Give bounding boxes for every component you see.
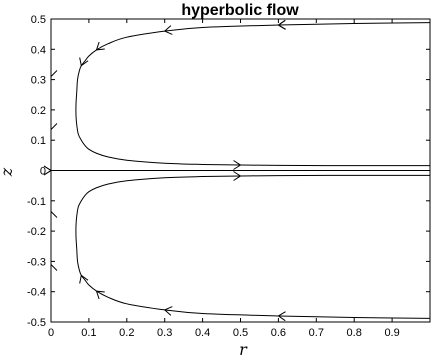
- chart-title: hyperbolic flow: [181, 2, 299, 19]
- x-tick-label: 0.6: [271, 327, 286, 339]
- edge-arrow: [50, 70, 58, 77]
- flow-arrow: [79, 57, 89, 67]
- y-axis-ticks: -0.5 -0.4 -0.3 -0.2 -0.1 0 0.1 0.2 0.3 0.4 0.5: [27, 14, 430, 329]
- y-tick-label: -0.1: [27, 196, 46, 208]
- x-tick-label: 0.4: [195, 327, 210, 339]
- y-tick-label: 0.3: [31, 75, 46, 87]
- y-axis-label: z: [0, 167, 16, 177]
- flow-arrow: [233, 160, 242, 170]
- flow-arrow: [277, 19, 286, 30]
- x-tick-label: 0.2: [119, 327, 134, 339]
- flow-arrow: [163, 25, 173, 35]
- y-tick-label: 0.1: [31, 135, 46, 147]
- streamline-0: [75, 22, 431, 167]
- edge-arrow: [50, 211, 58, 218]
- x-tick-label: 0: [48, 327, 54, 339]
- x-tick-label: 0.7: [309, 327, 324, 339]
- x-tick-label: 0.1: [81, 327, 96, 339]
- y-tick-label: -0.4: [27, 287, 46, 299]
- y-tick-label: 0.4: [31, 44, 46, 56]
- flow-arrow: [163, 306, 173, 316]
- x-tick-label: 0.8: [347, 327, 362, 339]
- edge-arrow: [50, 264, 58, 271]
- y-tick-label: -0.2: [27, 226, 46, 238]
- streamlines: [50, 22, 431, 319]
- x-tick-label: 0.3: [157, 327, 172, 339]
- flow-arrow: [95, 41, 105, 51]
- y-tick-label: -0.5: [27, 317, 46, 329]
- flow-arrow: [277, 311, 286, 322]
- flow-arrow: [233, 171, 242, 181]
- x-axis-label: r: [239, 340, 248, 359]
- streamline-1: [75, 174, 431, 319]
- x-tick-label: 0.5: [233, 327, 248, 339]
- x-axis-ticks: 0 0.1 0.2 0.3 0.4 0.5 0.6 0.7 0.8 0.9: [48, 19, 400, 339]
- edge-arrow: [50, 123, 58, 130]
- y-tick-label: 0.2: [31, 105, 46, 117]
- x-tick-label: 0.9: [384, 327, 399, 339]
- flow-arrow: [79, 274, 89, 284]
- flow-arrow: [95, 290, 105, 300]
- y-tick-label: 0: [40, 166, 46, 178]
- y-tick-label: 0.5: [31, 14, 46, 26]
- y-tick-label: -0.3: [27, 256, 46, 268]
